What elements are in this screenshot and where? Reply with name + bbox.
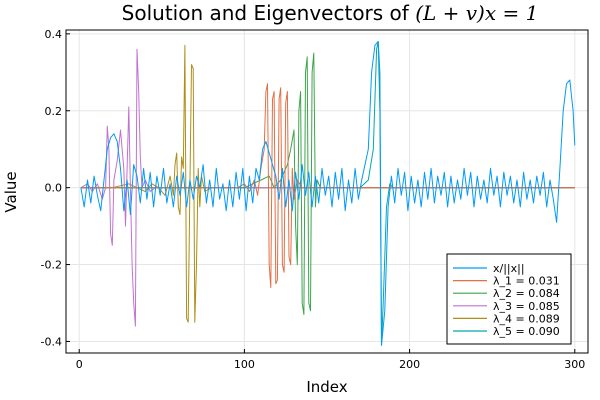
series-line-4 <box>80 48 575 327</box>
y-tick-label: -0.4 <box>41 335 62 348</box>
series-layer <box>80 41 576 346</box>
chart-title-math: (L + v)x = 1 <box>415 1 538 25</box>
x-axis-label: Index <box>306 378 347 396</box>
legend-entry: λ_5 = 0.090 <box>493 325 560 338</box>
series-line-2 <box>80 83 575 289</box>
series-line-5 <box>80 44 575 323</box>
y-tick-label: 0.2 <box>45 105 63 118</box>
x-tick-label: 100 <box>234 358 255 371</box>
legend-entry: x/||x|| <box>493 262 525 275</box>
y-axis-label: Value <box>2 171 20 212</box>
y-tick-label: 0.0 <box>45 182 63 195</box>
x-ticks: 0 100 200 300 <box>76 349 585 371</box>
chart-title: Solution and Eigenvectors of (L + v)x = … <box>122 1 539 25</box>
plot-frame <box>65 29 589 354</box>
legend-entry: λ_4 = 0.089 <box>493 312 560 325</box>
series-line-3 <box>80 52 575 315</box>
legend-box <box>446 253 572 345</box>
legend-entry: λ_3 = 0.085 <box>493 300 560 313</box>
y-ticks: -0.4 -0.2 0.0 0.2 0.4 <box>41 28 70 348</box>
x-tick-label: 300 <box>564 358 585 371</box>
y-tick-label: 0.4 <box>45 28 63 41</box>
series-line-1 <box>80 41 576 346</box>
y-tick-label: -0.2 <box>41 259 62 272</box>
chart-title-text: Solution and Eigenvectors of <box>122 1 416 25</box>
x-tick-label: 200 <box>399 358 420 371</box>
legend-entry: λ_1 = 0.031 <box>493 275 560 288</box>
x-tick-label: 0 <box>76 358 83 371</box>
legend-entry: λ_2 = 0.084 <box>493 287 560 300</box>
